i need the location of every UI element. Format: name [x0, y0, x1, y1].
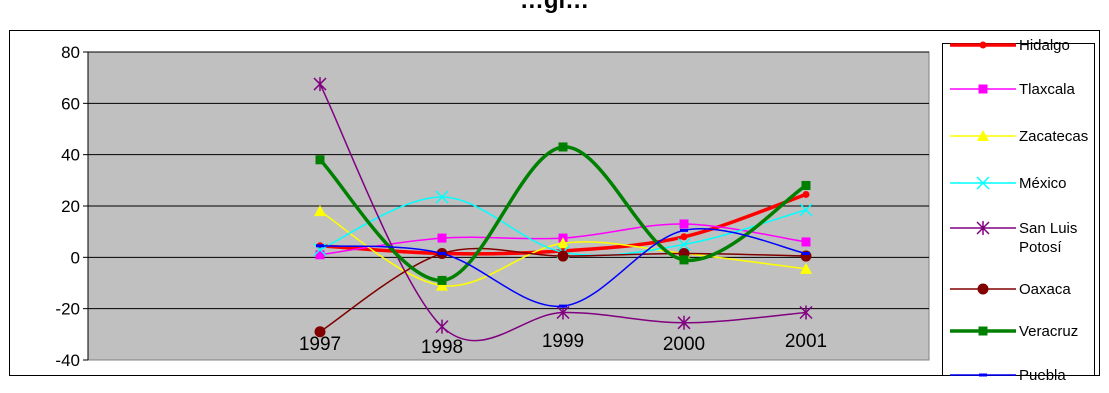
data-point-tlaxcala-1997 — [315, 250, 325, 260]
data-point-veracruz-1997 — [315, 155, 325, 165]
data-point-zacatecas-2001 — [800, 262, 812, 274]
data-point-puebla-1999 — [559, 304, 567, 308]
legend-label-hidalgo: Hidalgo — [1019, 37, 1070, 54]
data-point-veracruz-1999 — [558, 142, 568, 152]
x-category-label: 2001 — [785, 331, 827, 352]
legend-marker-hidalgo — [979, 41, 987, 49]
data-point-zacatecas-1999 — [557, 237, 569, 249]
legend-label-zacatecas: Zacatecas — [1019, 128, 1088, 145]
legend-label-san-luis-potosi: San Luis Potosí — [1019, 220, 1077, 256]
legend-marker-oaxaca — [977, 283, 989, 295]
data-point-puebla-1997 — [316, 244, 324, 248]
y-tick-label: 80 — [61, 43, 80, 62]
y-tick-label: -40 — [55, 351, 80, 370]
x-category-label: 1999 — [542, 331, 584, 352]
data-point-veracruz-2000 — [679, 255, 689, 265]
data-point-tlaxcala-1998 — [437, 233, 447, 243]
data-point-san-luis-potosi-2001 — [799, 305, 813, 320]
x-category-label: 1998 — [421, 337, 463, 358]
data-point-mexico-2000 — [677, 237, 691, 252]
y-tick-label: -20 — [55, 300, 80, 319]
data-point-san-luis-potosi-1998 — [435, 319, 449, 334]
legend-marker-mexico — [976, 176, 990, 190]
y-tick-label: 20 — [61, 197, 80, 216]
legend-label-mexico: México — [1019, 175, 1067, 192]
data-point-tlaxcala-2001 — [801, 237, 811, 247]
data-point-puebla-2001 — [802, 251, 810, 255]
data-point-hidalgo-2001 — [802, 190, 810, 198]
legend-label-veracruz: Veracruz — [1019, 323, 1078, 340]
data-point-veracruz-1998 — [437, 275, 447, 285]
data-point-veracruz-2001 — [801, 180, 811, 190]
data-point-oaxaca-1999 — [557, 250, 569, 262]
legend-marker-veracruz — [978, 326, 988, 336]
data-point-mexico-1998 — [435, 190, 449, 204]
data-point-puebla-1998 — [438, 251, 446, 255]
legend-marker-san-luis-potosi — [976, 221, 990, 235]
y-tick-label: 60 — [61, 94, 80, 113]
data-point-san-luis-potosi-1997 — [313, 77, 327, 92]
data-point-zacatecas-1997 — [314, 205, 326, 217]
data-point-oaxaca-1997 — [314, 326, 326, 338]
data-point-puebla-2000 — [680, 228, 688, 232]
data-point-tlaxcala-2000 — [679, 219, 689, 229]
data-point-san-luis-potosi-1999 — [556, 305, 570, 320]
data-point-mexico-2001 — [799, 203, 813, 217]
legend-marker-puebla — [979, 373, 987, 377]
series-line-san-luis-potosi — [319, 83, 807, 342]
y-tick-label: 40 — [61, 146, 80, 165]
legend — [942, 43, 1095, 376]
data-point-hidalgo-2000 — [680, 233, 688, 241]
legend-label-tlaxcala: Tlaxcala — [1019, 81, 1076, 98]
y-tick-label: 0 — [71, 248, 80, 267]
legend-label-puebla: Puebla — [1019, 367, 1066, 384]
data-point-san-luis-potosi-2000 — [677, 315, 691, 330]
legend-marker-tlaxcala — [978, 84, 988, 94]
data-point-zacatecas-1998 — [436, 279, 448, 291]
legend-label-oaxaca: Oaxaca — [1019, 281, 1071, 298]
chart-title: …gi… — [519, 0, 590, 14]
x-category-label: 2000 — [663, 334, 705, 355]
x-category-label: 1997 — [299, 334, 341, 355]
legend-marker-zacatecas — [977, 130, 989, 141]
